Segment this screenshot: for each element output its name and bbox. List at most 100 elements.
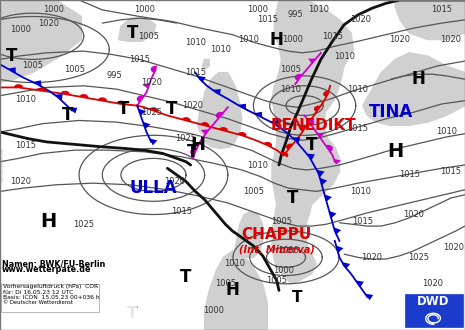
Text: 1015: 1015 xyxy=(347,124,369,133)
Text: 1020: 1020 xyxy=(422,279,443,288)
Polygon shape xyxy=(317,170,325,177)
Text: 1025: 1025 xyxy=(73,220,94,229)
Text: 1025: 1025 xyxy=(175,134,197,143)
Polygon shape xyxy=(116,101,126,105)
Text: T: T xyxy=(166,100,178,118)
Text: 995: 995 xyxy=(287,10,303,19)
Polygon shape xyxy=(14,84,23,87)
Text: H: H xyxy=(412,70,425,88)
Polygon shape xyxy=(238,104,246,110)
Polygon shape xyxy=(198,92,214,135)
Polygon shape xyxy=(334,159,341,165)
Text: 1015: 1015 xyxy=(431,5,452,15)
Polygon shape xyxy=(286,144,293,150)
Text: 1000: 1000 xyxy=(203,306,225,315)
Text: Vorhersageluftdruck (hPa)  COR: Vorhersageluftdruck (hPa) COR xyxy=(3,284,98,289)
Text: T: T xyxy=(180,268,192,286)
Text: H: H xyxy=(387,142,403,161)
Text: TINA: TINA xyxy=(368,103,413,121)
Polygon shape xyxy=(235,211,263,257)
Text: 1015: 1015 xyxy=(322,32,343,41)
Polygon shape xyxy=(54,94,63,100)
Polygon shape xyxy=(365,294,373,300)
Polygon shape xyxy=(190,148,197,155)
Polygon shape xyxy=(182,117,191,122)
Text: 1020: 1020 xyxy=(164,177,185,186)
Text: 1020: 1020 xyxy=(10,177,32,186)
Text: 1025: 1025 xyxy=(431,299,452,308)
Text: wetterpate.de: wetterpate.de xyxy=(0,148,5,182)
Text: T: T xyxy=(6,47,17,65)
Text: 1010: 1010 xyxy=(210,45,232,54)
Polygon shape xyxy=(200,122,209,127)
Bar xyxy=(1,284,99,312)
Text: 1000: 1000 xyxy=(43,5,64,15)
Text: 1005: 1005 xyxy=(266,276,287,285)
Text: T: T xyxy=(292,289,303,305)
Text: T: T xyxy=(287,189,299,207)
Polygon shape xyxy=(263,142,272,147)
Polygon shape xyxy=(138,109,146,116)
Polygon shape xyxy=(356,280,364,287)
Text: 1010: 1010 xyxy=(308,5,329,15)
Text: CHAPPU: CHAPPU xyxy=(241,227,312,242)
Polygon shape xyxy=(270,120,279,126)
Text: www.wetterpate.de: www.wetterpate.de xyxy=(2,265,91,274)
Polygon shape xyxy=(308,58,316,64)
Polygon shape xyxy=(7,67,16,73)
Text: 1025: 1025 xyxy=(140,108,162,117)
Text: 1015: 1015 xyxy=(440,167,462,176)
Text: 1000: 1000 xyxy=(282,35,304,44)
Text: DWD: DWD xyxy=(418,295,450,309)
Polygon shape xyxy=(213,89,221,95)
Polygon shape xyxy=(323,91,330,97)
Polygon shape xyxy=(142,83,150,89)
Text: 1000: 1000 xyxy=(10,25,32,34)
Text: T: T xyxy=(127,306,138,321)
Text: 1015: 1015 xyxy=(185,68,206,77)
Text: H: H xyxy=(226,281,239,299)
Text: 1000: 1000 xyxy=(278,246,299,255)
Polygon shape xyxy=(143,122,151,129)
Text: 1015: 1015 xyxy=(399,170,420,180)
Polygon shape xyxy=(201,129,209,135)
Text: 1015: 1015 xyxy=(352,216,373,226)
Text: 1020: 1020 xyxy=(361,253,383,262)
Polygon shape xyxy=(272,0,353,284)
Polygon shape xyxy=(137,95,144,102)
Text: 1010: 1010 xyxy=(347,84,369,94)
Text: 1010: 1010 xyxy=(247,160,269,170)
Text: 1005: 1005 xyxy=(64,65,85,74)
Polygon shape xyxy=(295,74,302,81)
Text: 1000: 1000 xyxy=(133,5,155,15)
Polygon shape xyxy=(363,53,465,125)
Text: Basis: ICON  15.05.23 00+036 h: Basis: ICON 15.05.23 00+036 h xyxy=(3,295,100,300)
Bar xyxy=(405,294,463,327)
Text: H: H xyxy=(270,31,284,49)
Polygon shape xyxy=(149,138,157,146)
Text: BENEDIKT: BENEDIKT xyxy=(271,118,357,133)
Polygon shape xyxy=(325,194,332,202)
Text: T: T xyxy=(306,136,317,154)
Text: 1015: 1015 xyxy=(257,15,278,24)
Polygon shape xyxy=(202,59,209,69)
Text: 1025: 1025 xyxy=(408,253,429,262)
Text: H: H xyxy=(41,212,57,231)
Polygon shape xyxy=(69,108,77,114)
Text: 1010: 1010 xyxy=(333,51,355,61)
Polygon shape xyxy=(280,152,288,157)
Polygon shape xyxy=(254,112,262,118)
Text: Namen: BWK/FU-Berlin: Namen: BWK/FU-Berlin xyxy=(2,259,105,268)
Text: 1020: 1020 xyxy=(403,210,425,219)
Text: 1020: 1020 xyxy=(443,243,464,252)
Text: 1015: 1015 xyxy=(129,55,150,64)
Text: 1020: 1020 xyxy=(38,18,60,28)
Polygon shape xyxy=(336,246,344,253)
Polygon shape xyxy=(326,145,333,152)
Text: 1000: 1000 xyxy=(247,5,269,15)
Polygon shape xyxy=(342,262,350,269)
Text: 1010: 1010 xyxy=(436,127,457,137)
Text: 1020: 1020 xyxy=(389,35,411,44)
Text: T: T xyxy=(187,143,199,161)
Polygon shape xyxy=(151,66,157,73)
